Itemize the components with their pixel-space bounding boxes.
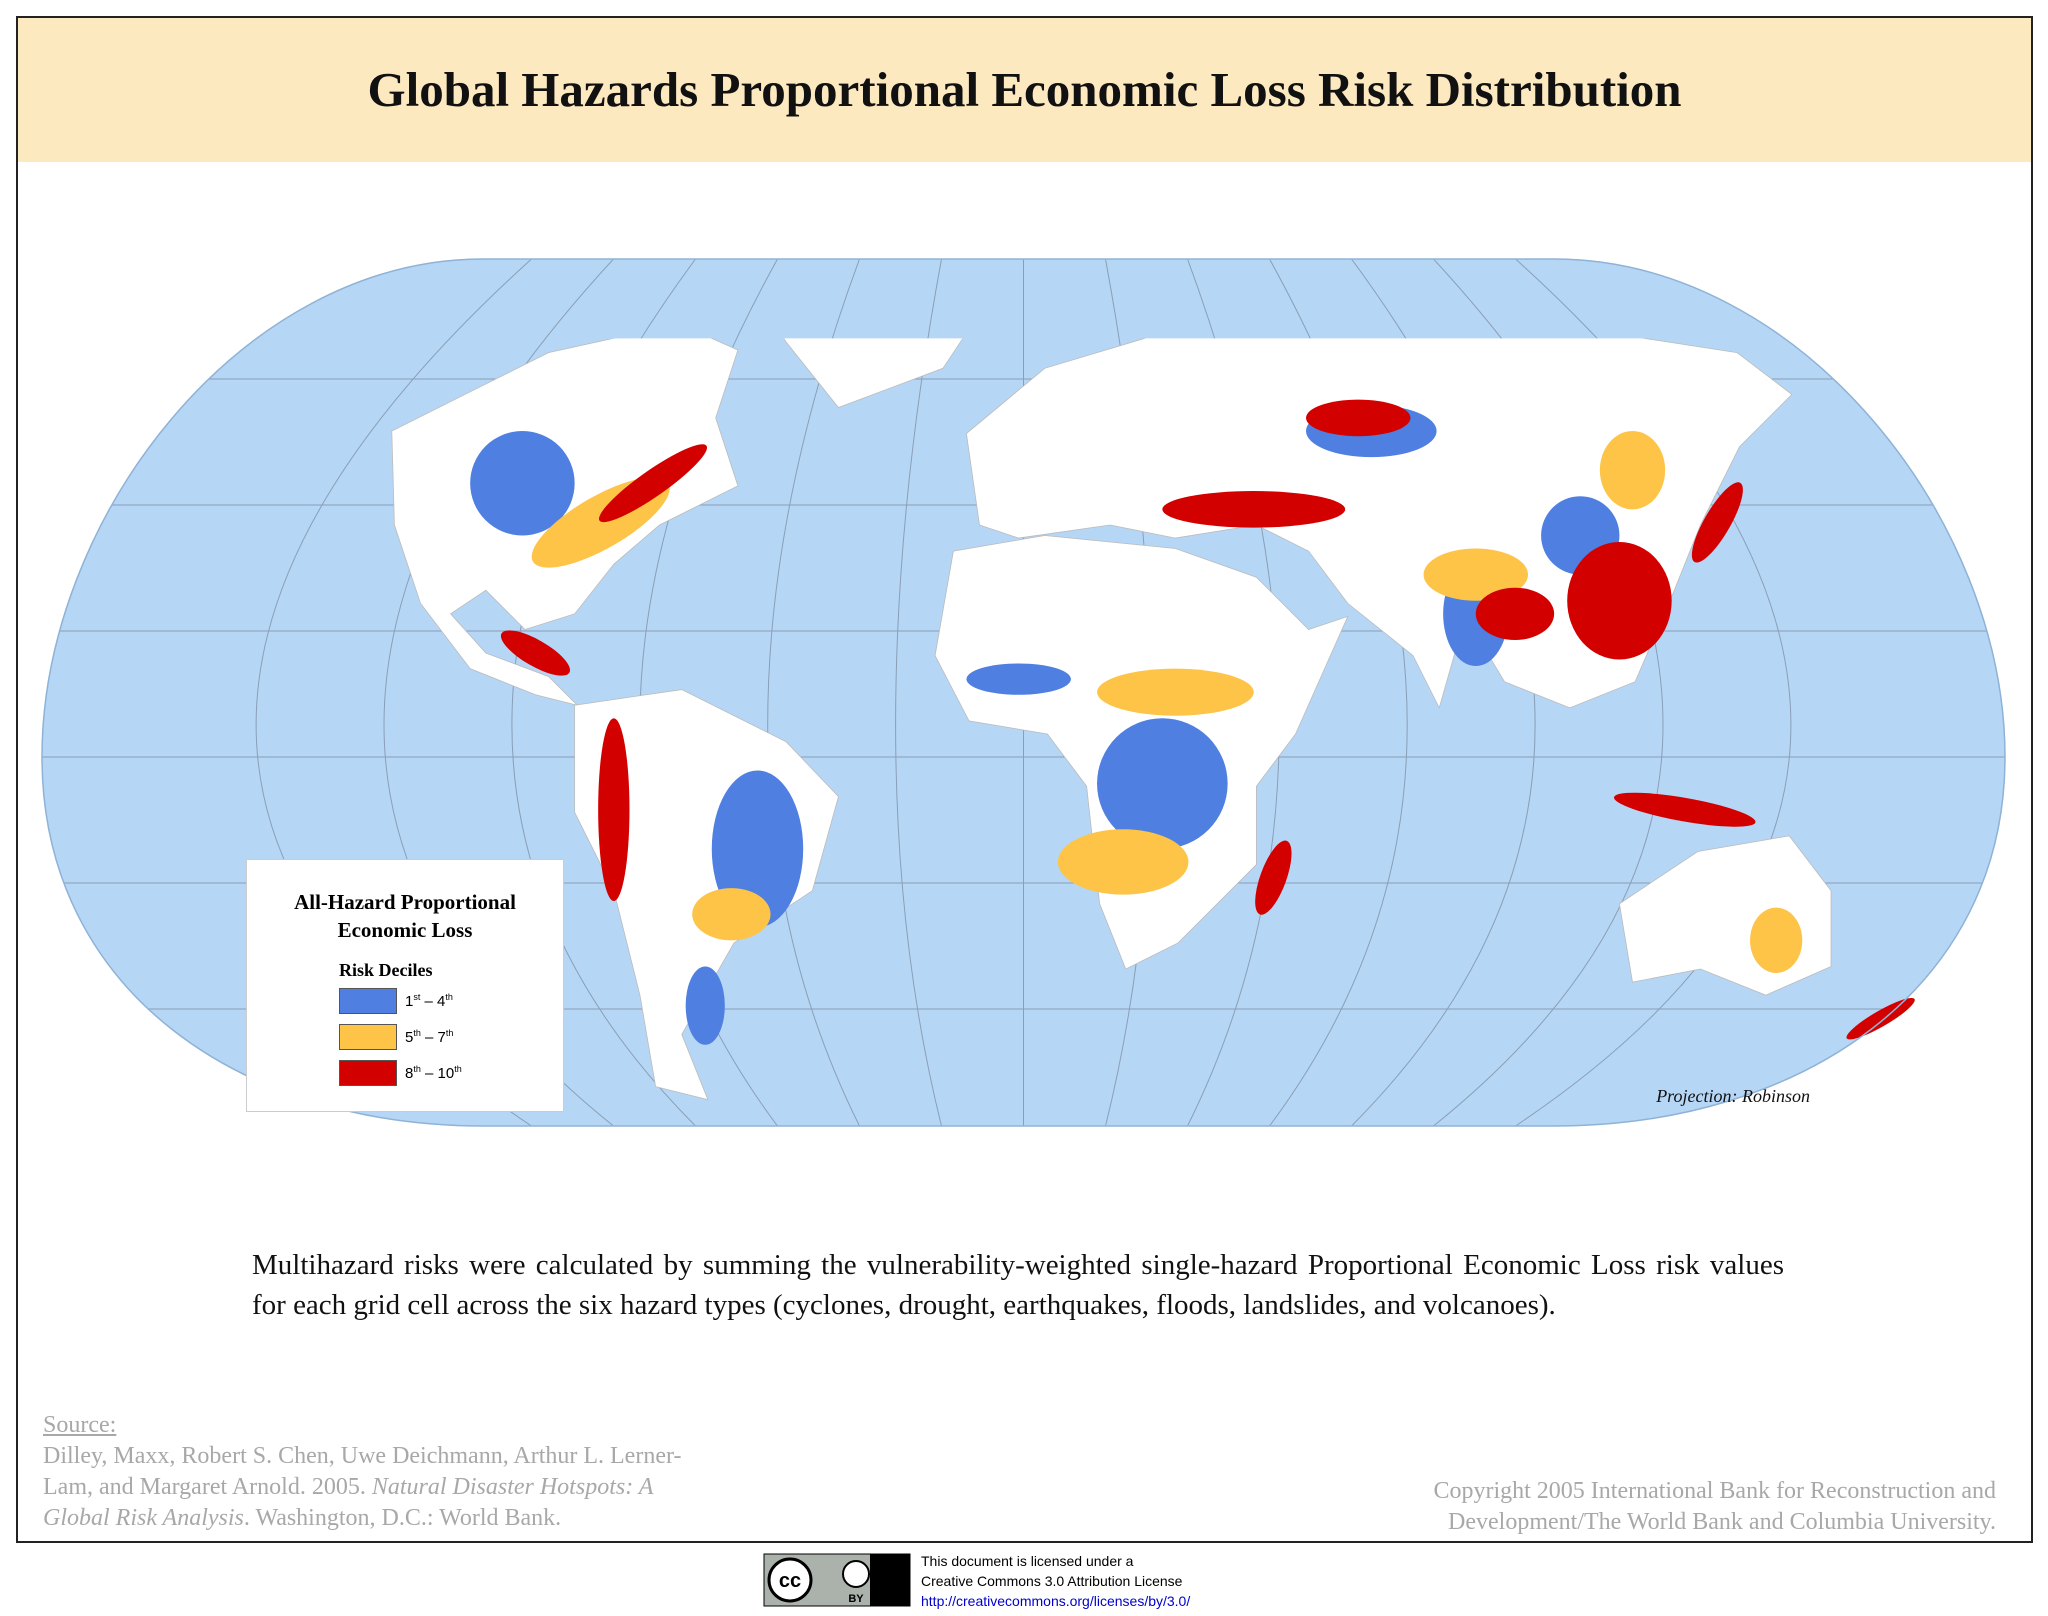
description: Multihazard risks were calculated by sum… (252, 1249, 1784, 1321)
ordinal-number: – 10 (420, 1065, 455, 1082)
by-label: BY (848, 1593, 864, 1605)
ordinal-suffix: th (413, 1064, 421, 1074)
land (391, 338, 1915, 1101)
legend-swatch (339, 988, 397, 1014)
ordinal-suffix: th (445, 992, 453, 1002)
ordinal-number: 5 (405, 1029, 414, 1046)
source-book-title: Natural Disaster Hotspots: A Global Risk… (43, 1474, 653, 1531)
legend-title: All-Hazard Proportional Economic Loss (247, 888, 563, 944)
cc-badge: cc BY (763, 1553, 911, 1607)
ordinal-number: 1 (405, 993, 414, 1010)
legend-swatch (339, 1024, 397, 1050)
hazard-yellow (531, 430, 1803, 973)
greenland (743, 338, 996, 408)
ordinal-suffix: st (413, 992, 421, 1002)
copyright-line: Copyright 2005 International Bank for Re… (1433, 1478, 1996, 1504)
legend-label: 1st – 4th (405, 992, 453, 1010)
source: Source: Dilley, Maxx, Robert S. Chen, Uw… (43, 1410, 723, 1534)
license: This document is licensed under a Creati… (921, 1551, 1190, 1611)
meridian (767, 259, 860, 1126)
license-line: This document is licensed under a (921, 1553, 1134, 1569)
map-title: Global Hazards Proportional Economic Los… (367, 62, 1682, 117)
ordinal-number: 8 (405, 1065, 414, 1082)
legend-title-line: Economic Loss (337, 918, 473, 942)
copyright-line: Development/The World Bank and Columbia … (1448, 1509, 1996, 1535)
source-authors: Dilley, Maxx, Robert S. Chen, Uwe Deichm… (43, 1443, 682, 1500)
projection-note: Projection: Robinson (1656, 1086, 1810, 1106)
legend-title-line: All-Hazard Proportional (294, 890, 516, 914)
copyright: Copyright 2005 International Bank for Re… (1433, 1476, 1996, 1538)
ordinal-suffix: th (454, 1064, 462, 1074)
legend-label: 8th – 10th (405, 1064, 462, 1082)
ordinal-number: – 7 (420, 1029, 446, 1046)
source-publisher: . Washington, D.C.: World Bank. (243, 1505, 562, 1531)
ordinal-suffix: th (445, 1028, 454, 1038)
legend-label: 5th – 7th (405, 1028, 453, 1046)
license-line: Creative Commons 3.0 Attribution License (921, 1573, 1183, 1589)
cc-label: cc (779, 1570, 801, 1592)
frame (16, 16, 2033, 1543)
legend: All-Hazard Proportional Economic Loss Ris… (246, 859, 564, 1112)
hazard-red (500, 399, 1915, 1040)
map-outline (41, 258, 2006, 1127)
title-band (18, 18, 2031, 162)
meridian (895, 259, 942, 1126)
legend-subtitle: Risk Deciles (339, 960, 433, 980)
ordinal-number: – 4 (420, 993, 446, 1010)
ordinal-suffix: th (413, 1028, 421, 1038)
north-america (391, 338, 739, 706)
legend-swatch (339, 1060, 397, 1086)
license-link: http://creativecommons.org/licenses/by/3… (921, 1593, 1191, 1609)
source-heading: Source: (43, 1412, 117, 1438)
